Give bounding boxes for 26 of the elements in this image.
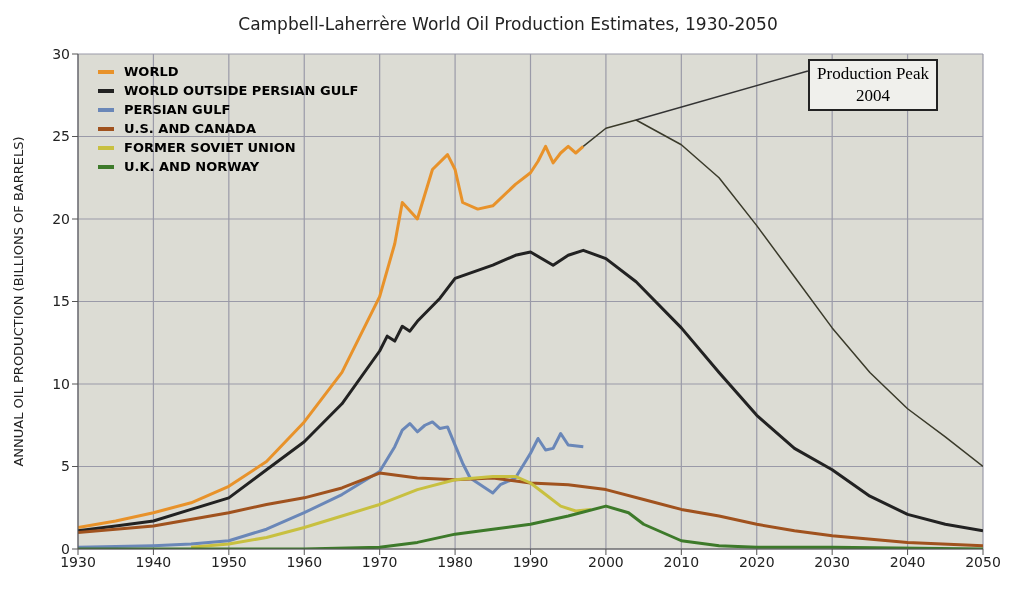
x-tick-label: 1960: [286, 553, 323, 570]
legend-label: WORLD OUTSIDE PERSIAN GULF: [124, 82, 359, 100]
legend-label: U.S. AND CANADA: [124, 120, 256, 138]
legend-label: WORLD: [124, 63, 179, 81]
legend-label: FORMER SOVIET UNION: [124, 139, 296, 157]
y-tick-label: 15: [52, 293, 70, 310]
y-tick-label: 5: [61, 458, 70, 475]
y-tick-label: 10: [52, 375, 70, 392]
x-tick-label: 2040: [889, 553, 926, 570]
x-tick-label: 2030: [814, 553, 850, 570]
y-tick-label: 30: [52, 45, 70, 62]
x-tick-label: 1970: [361, 553, 398, 570]
y-axis-title: ANNUAL OIL PRODUCTION (BILLIONS OF BARRELS): [10, 136, 26, 467]
y-tick-label: 25: [52, 128, 70, 145]
x-tick-label: 1940: [135, 553, 172, 570]
x-tick-label: 1990: [512, 553, 549, 570]
legend-label: PERSIAN GULF: [124, 101, 231, 119]
chart-title: Campbell-Laherrère World Oil Production Estimates, 1930-2050: [237, 13, 779, 36]
x-tick-label: 1950: [211, 553, 247, 570]
legend-label: U.K. AND NORWAY: [124, 158, 260, 176]
x-tick-label: 2020: [738, 553, 775, 570]
x-tick-label: 2050: [965, 553, 1001, 570]
y-tick-label: 20: [52, 210, 70, 227]
x-tick-label: 1980: [437, 553, 473, 570]
x-tick-label: 2010: [663, 553, 700, 570]
x-tick-label: 2000: [588, 553, 624, 570]
